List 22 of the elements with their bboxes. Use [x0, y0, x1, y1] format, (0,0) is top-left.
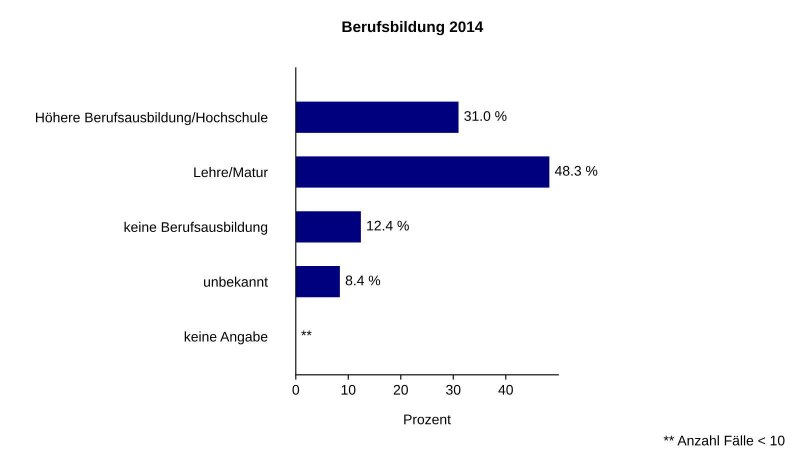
y-tick-label: Lehre/Matur [194, 166, 268, 178]
x-tick-label: 30 [446, 384, 460, 395]
y-tick-label: unbekannt [204, 276, 268, 287]
text: ** [301, 330, 312, 336]
data-label: 48.3 % [554, 166, 598, 176]
text: ** Anzahl Fälle < 10 [664, 435, 785, 446]
y-tick-label: keine Berufsausbildung [124, 222, 268, 235]
bar [296, 211, 361, 242]
bar [296, 156, 550, 188]
x-tick-label: 20 [394, 384, 408, 395]
bar [296, 266, 340, 298]
x-axis-title: Prozent [404, 414, 451, 424]
y-tick-label: Höhere Berufsausbildung/Hochschule [36, 112, 268, 126]
x-tick-label: 0 [292, 384, 300, 395]
data-label: 8.4 % [346, 276, 380, 286]
data-label: 31.0 % [464, 111, 507, 121]
x-tick-label: 40 [498, 384, 513, 395]
data-label: 12.4 % [367, 220, 409, 230]
chart-title: Berufsbildung 2014 [342, 20, 484, 36]
bar [296, 102, 459, 133]
x-tick-label: 10 [342, 384, 356, 395]
y-tick-label: keine Angabe [184, 331, 268, 344]
